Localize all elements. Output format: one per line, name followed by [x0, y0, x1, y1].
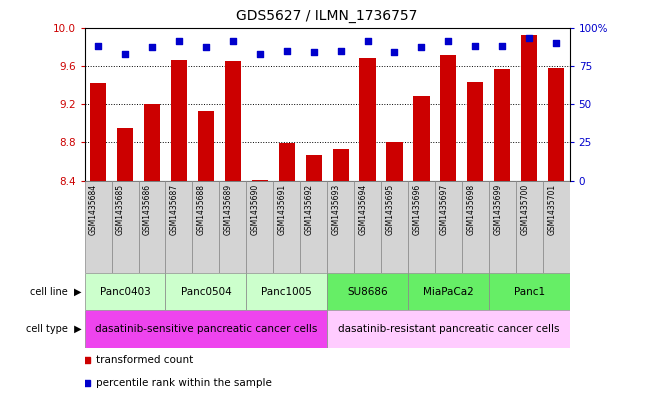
Point — [551, 40, 561, 46]
Text: dasatinib-resistant pancreatic cancer cells: dasatinib-resistant pancreatic cancer ce… — [338, 324, 559, 334]
Point — [146, 44, 157, 51]
Text: GSM1435694: GSM1435694 — [359, 184, 368, 235]
Bar — [90, 83, 106, 181]
Text: dasatinib-sensitive pancreatic cancer cells: dasatinib-sensitive pancreatic cancer ce… — [94, 324, 317, 334]
Bar — [144, 104, 160, 181]
Text: transformed count: transformed count — [96, 355, 193, 365]
Text: GSM1435698: GSM1435698 — [466, 184, 475, 235]
Bar — [279, 143, 295, 181]
Text: GSM1435684: GSM1435684 — [89, 184, 98, 235]
Bar — [548, 68, 564, 181]
Bar — [273, 181, 300, 273]
Text: GSM1435688: GSM1435688 — [197, 184, 206, 235]
Point — [281, 47, 292, 53]
Bar — [435, 181, 462, 273]
Bar — [516, 181, 543, 273]
Bar — [462, 181, 489, 273]
Text: cell line  ▶: cell line ▶ — [30, 287, 81, 297]
Point — [470, 43, 480, 49]
Text: SU8686: SU8686 — [347, 287, 388, 297]
Text: GSM1435692: GSM1435692 — [305, 184, 314, 235]
Point — [363, 38, 373, 44]
Bar — [354, 181, 381, 273]
Bar — [117, 128, 133, 181]
Bar — [252, 180, 268, 181]
Text: GSM1435686: GSM1435686 — [143, 184, 152, 235]
Text: Panc0403: Panc0403 — [100, 287, 150, 297]
Bar — [85, 310, 327, 348]
Bar — [139, 181, 165, 273]
Bar — [246, 273, 327, 310]
Bar — [246, 181, 273, 273]
Bar — [359, 58, 376, 181]
Point — [228, 38, 238, 44]
Text: GSM1435695: GSM1435695 — [385, 184, 395, 235]
Bar — [440, 55, 456, 181]
Bar — [305, 155, 322, 181]
Point — [524, 35, 534, 41]
Text: Panc0504: Panc0504 — [180, 287, 231, 297]
Point — [497, 43, 508, 49]
Bar — [165, 273, 246, 310]
Text: GSM1435689: GSM1435689 — [224, 184, 233, 235]
Text: percentile rank within the sample: percentile rank within the sample — [96, 378, 271, 388]
Point — [174, 38, 184, 44]
Bar — [193, 181, 219, 273]
Point — [335, 47, 346, 53]
Text: MiaPaCa2: MiaPaCa2 — [423, 287, 474, 297]
Point — [93, 43, 104, 49]
Point — [255, 50, 265, 57]
Bar — [408, 273, 489, 310]
Bar — [85, 181, 111, 273]
Point — [389, 49, 400, 55]
Text: GSM1435701: GSM1435701 — [547, 184, 556, 235]
Bar — [219, 181, 246, 273]
Text: GDS5627 / ILMN_1736757: GDS5627 / ILMN_1736757 — [236, 9, 418, 23]
Bar — [300, 181, 327, 273]
Bar — [165, 181, 193, 273]
Bar — [327, 310, 570, 348]
Point — [443, 38, 454, 44]
Bar — [111, 181, 139, 273]
Bar — [408, 181, 435, 273]
Text: GSM1435693: GSM1435693 — [331, 184, 340, 235]
Text: cell type  ▶: cell type ▶ — [26, 324, 81, 334]
Text: GSM1435685: GSM1435685 — [116, 184, 125, 235]
Text: Panc1005: Panc1005 — [261, 287, 312, 297]
Text: GSM1435696: GSM1435696 — [413, 184, 421, 235]
Text: GSM1435697: GSM1435697 — [439, 184, 449, 235]
Text: GSM1435700: GSM1435700 — [520, 184, 529, 235]
Bar — [489, 273, 570, 310]
Bar — [85, 273, 165, 310]
Point — [120, 50, 130, 57]
Text: GSM1435690: GSM1435690 — [251, 184, 260, 235]
Text: GSM1435699: GSM1435699 — [493, 184, 503, 235]
Text: GSM1435691: GSM1435691 — [278, 184, 286, 235]
Point — [309, 49, 319, 55]
Bar — [413, 97, 430, 181]
Bar — [521, 35, 537, 181]
Bar — [333, 149, 349, 181]
Bar — [494, 69, 510, 181]
Bar — [225, 61, 241, 181]
Bar — [381, 181, 408, 273]
Text: Panc1: Panc1 — [514, 287, 545, 297]
Bar — [543, 181, 570, 273]
Bar — [198, 111, 214, 181]
Bar — [171, 60, 187, 181]
Bar — [387, 141, 402, 181]
Point — [201, 44, 211, 51]
Bar — [489, 181, 516, 273]
Bar — [327, 181, 354, 273]
Bar — [467, 82, 484, 181]
Text: GSM1435687: GSM1435687 — [170, 184, 179, 235]
Bar — [327, 273, 408, 310]
Point — [416, 44, 426, 51]
